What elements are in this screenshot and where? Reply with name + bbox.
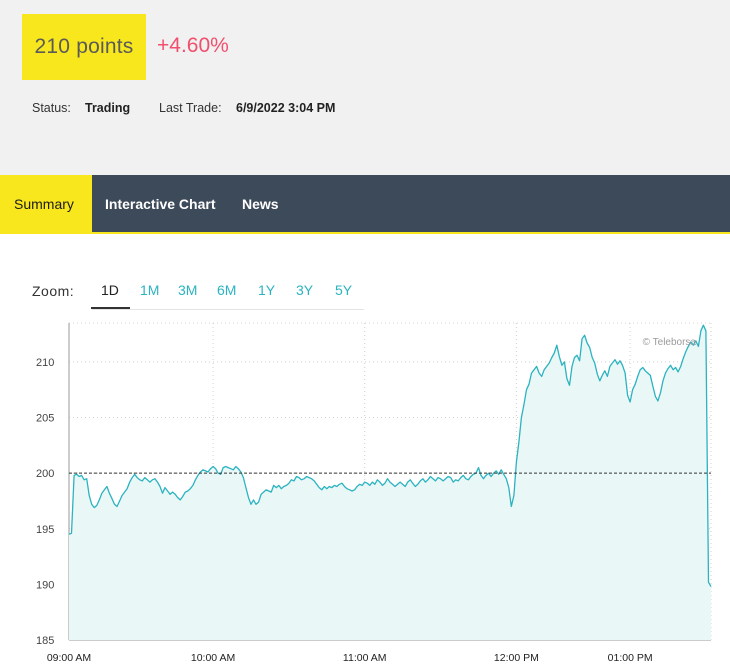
status-value: Trading	[85, 101, 131, 115]
x-tick-label: 01:00 PM	[608, 652, 653, 664]
tab-summary[interactable]: Summary	[0, 175, 92, 232]
y-tick-label: 205	[36, 413, 54, 425]
quote-header: 210 points +4.60% Status: Trading Last T…	[0, 0, 730, 175]
chart-series	[68, 324, 712, 640]
series-line	[68, 324, 712, 587]
zoom-divider	[92, 309, 364, 310]
tab-bar: Summary Interactive Chart News	[0, 175, 730, 234]
y-tick-label: 210	[36, 357, 54, 369]
y-tick-label: 190	[36, 579, 54, 591]
y-tick-label: 185	[36, 635, 54, 647]
zoom-active-indicator	[91, 307, 130, 309]
tab-news[interactable]: News	[242, 195, 279, 212]
zoom-1y-button[interactable]: 1Y	[258, 282, 276, 298]
price-change: +4.60%	[157, 34, 229, 57]
x-tick-label: 10:00 AM	[191, 652, 235, 664]
zoom-5y-button[interactable]: 5Y	[335, 282, 353, 298]
x-tick-label: 11:00 AM	[343, 652, 387, 664]
last-trade-value: 6/9/2022 3:04 PM	[236, 101, 336, 115]
zoom-1d-button[interactable]: 1D	[101, 282, 119, 298]
zoom-1m-button[interactable]: 1M	[140, 282, 160, 298]
x-tick-label: 09:00 AM	[47, 652, 91, 664]
zoom-6m-button[interactable]: 6M	[217, 282, 237, 298]
y-tick-label: 195	[36, 524, 54, 536]
zoom-label: Zoom:	[32, 283, 75, 299]
y-axis: 185 190 195 200 205 210	[36, 357, 54, 647]
price-value: 210 points	[34, 35, 134, 58]
status-label: Status:	[32, 101, 71, 115]
zoom-3y-button[interactable]: 3Y	[296, 282, 314, 298]
price-box: 210 points	[22, 14, 146, 80]
last-trade-label: Last Trade:	[159, 101, 222, 115]
x-axis: 09:00 AM 10:00 AM 11:00 AM 12:00 PM 01:00 PM…	[47, 652, 653, 664]
tab-interactive-chart[interactable]: Interactive Chart	[105, 195, 216, 212]
zoom-3m-button[interactable]: 3M	[178, 282, 198, 298]
chart-credit: © Teleborsa	[643, 337, 697, 348]
intraday-chart[interactable]: 185 190 195 200 205 210 09:00 AM 10:00 AM 11:00…	[0, 315, 730, 672]
x-tick-label: 12:00 PM	[494, 652, 539, 664]
y-tick-label: 200	[36, 468, 54, 480]
